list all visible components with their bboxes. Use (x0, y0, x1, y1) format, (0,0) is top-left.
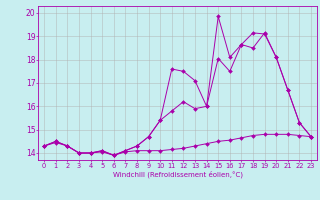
X-axis label: Windchill (Refroidissement éolien,°C): Windchill (Refroidissement éolien,°C) (113, 170, 243, 178)
